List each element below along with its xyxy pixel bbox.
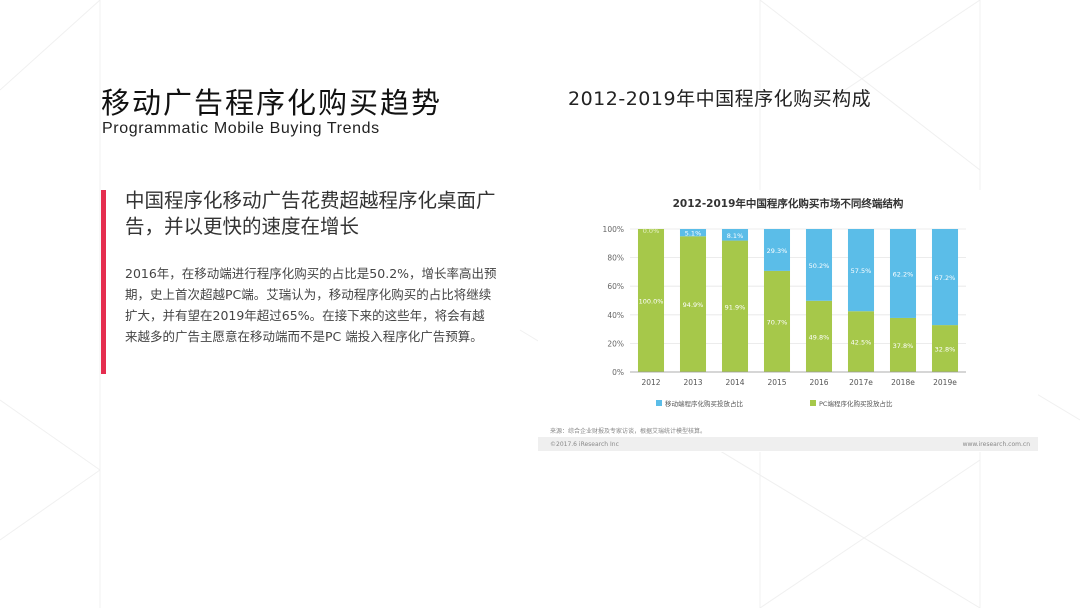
chart-footer: ©2017.6 iResearch Inc www.iresearch.com.… bbox=[538, 437, 1038, 451]
y-tick-label: 20% bbox=[607, 339, 624, 348]
bar-segment bbox=[889, 317, 917, 372]
bar-value-label: 100.0% bbox=[639, 298, 664, 306]
bar-value-label: 91.9% bbox=[725, 303, 746, 311]
x-tick-label: 2012 bbox=[641, 378, 660, 387]
y-tick-label: 100% bbox=[603, 225, 624, 234]
y-tick-label: 60% bbox=[607, 282, 624, 291]
bar-segment bbox=[931, 229, 959, 326]
x-tick-label: 2015 bbox=[767, 378, 786, 387]
bar-value-label: 42.5% bbox=[851, 339, 872, 347]
bar-value-label: 70.7% bbox=[767, 318, 788, 326]
slide-title: 移动广告程序化购买趋势 bbox=[101, 86, 443, 120]
bar-value-label: 37.8% bbox=[893, 342, 914, 350]
bar-segment bbox=[931, 325, 959, 372]
bar-segment bbox=[847, 229, 875, 312]
legend-label: 移动端程序化购买投放占比 bbox=[665, 399, 744, 408]
copyright-text: ©2017.6 iResearch Inc bbox=[550, 441, 619, 448]
accent-bar bbox=[101, 190, 106, 374]
legend-swatch bbox=[656, 400, 662, 406]
headline: 中国程序化移动广告花费超越程序化桌面广告，并以更快的速度在增长 bbox=[125, 189, 496, 238]
bar-value-label: 8.1% bbox=[727, 232, 744, 240]
x-tick-label: 2017e bbox=[849, 378, 873, 387]
bar-segment bbox=[721, 240, 749, 372]
chart-title: 2012-2019年中国程序化购买市场不同终端结构 bbox=[673, 197, 904, 210]
y-tick-label: 0% bbox=[612, 368, 624, 377]
bar-segment bbox=[763, 270, 791, 372]
bar-value-label: 5.1% bbox=[685, 230, 702, 238]
bar-segment bbox=[679, 229, 707, 237]
bar-value-label: 32.8% bbox=[935, 346, 956, 354]
bar-value-label: 29.3% bbox=[767, 247, 788, 255]
body-paragraph: 2016年，在移动端进行程序化购买的占比是50.2%，增长率高出预期，史上首次超… bbox=[125, 266, 497, 344]
bar-value-label: 49.8% bbox=[809, 333, 830, 341]
bar-value-label: 0.0% bbox=[643, 227, 660, 235]
bar-value-label: 50.2% bbox=[809, 262, 830, 270]
x-tick-label: 2016 bbox=[809, 378, 828, 387]
chart-card: 2012-2019年中国程序化购买市场不同终端结构 100.0% 0.0% 94.9… bbox=[538, 190, 1038, 452]
bar-value-label: 57.5% bbox=[851, 267, 872, 275]
x-tick-label: 2013 bbox=[683, 378, 702, 387]
bar-value-label: 67.2% bbox=[935, 274, 956, 282]
chart-source: 来源：综合企业财报及专家访谈，根据艾瑞统计模型核算。 bbox=[550, 428, 707, 435]
y-tick-label: 80% bbox=[607, 254, 624, 263]
legend-label: PC端程序化购买投放占比 bbox=[819, 399, 893, 408]
slide-subtitle: Programmatic Mobile Buying Trends bbox=[102, 120, 380, 137]
x-tick-label: 2014 bbox=[725, 378, 744, 387]
bar-segment bbox=[805, 300, 833, 372]
bar-segment bbox=[805, 229, 833, 301]
legend-swatch bbox=[810, 400, 816, 406]
bar-value-label: 62.2% bbox=[893, 270, 914, 278]
bar-segment bbox=[847, 311, 875, 372]
bar-segment bbox=[763, 229, 791, 271]
bar-segment bbox=[679, 236, 707, 372]
stacked-bar-chart: 2012-2019年中国程序化购买市场不同终端结构 100.0% 0.0% 94.9… bbox=[603, 197, 966, 408]
bar-segment bbox=[889, 229, 917, 318]
x-tick-label: 2019e bbox=[933, 378, 957, 387]
bar-segment bbox=[637, 229, 665, 372]
bar-segment bbox=[721, 229, 749, 241]
y-tick-label: 40% bbox=[607, 311, 624, 320]
chart-heading: 2012-2019年中国程序化购买构成 bbox=[568, 88, 872, 110]
x-tick-label: 2018e bbox=[891, 378, 915, 387]
website-link[interactable]: www.iresearch.com.cn bbox=[962, 441, 1030, 448]
bar-value-label: 94.9% bbox=[683, 301, 704, 309]
